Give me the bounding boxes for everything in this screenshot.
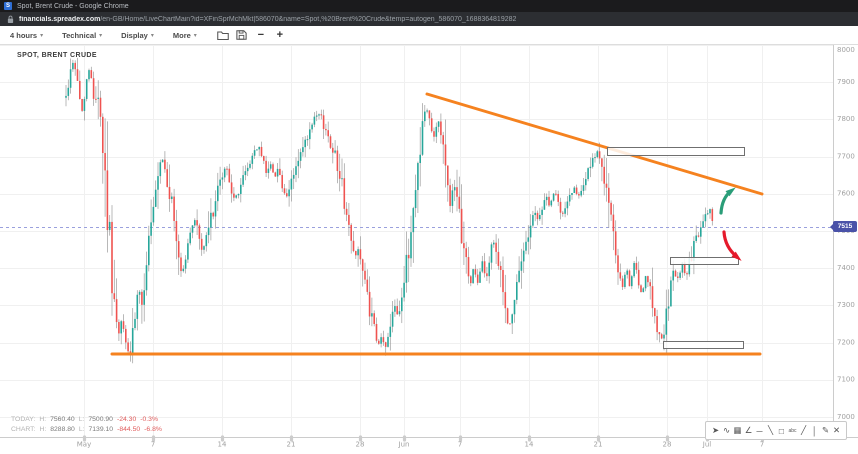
window-titlebar: S Spot, Brent Crude - Google Chrome (0, 0, 858, 12)
menu-label: Display (121, 30, 148, 40)
address-bar[interactable]: financials.spreadex.com/en-GB/Home/LiveC… (0, 12, 858, 26)
chart-change: -844.50 (117, 425, 141, 433)
menu-label: Technical (62, 30, 97, 40)
horizontal-line-tool[interactable]: ─ (756, 425, 763, 436)
today-change: -24.30 (116, 416, 137, 423)
chart-label: CHART: (11, 425, 36, 433)
today-low-value: 7500.90 (88, 416, 113, 423)
current-price-tag: 7515 (830, 221, 857, 232)
delete-tool[interactable]: ✕ (832, 425, 841, 435)
menu-more[interactable]: More ▾ (173, 31, 197, 40)
chart-low-label: L: (78, 425, 85, 433)
today-label: TODAY: (11, 416, 36, 423)
today-change-pct: -0.3% (140, 416, 158, 423)
wave-tool[interactable]: ∿ (722, 425, 731, 435)
menu-label: 4 hours (10, 30, 38, 40)
chart-area: SPOT, BRENT CRUDE 7515 TODAY: H: 7560.40 L:… (0, 45, 858, 454)
chevron-down-icon: ▾ (99, 32, 103, 39)
brush-tool[interactable]: ✎ (821, 425, 830, 435)
lock-icon (7, 15, 14, 23)
chart-info-row: CHART: H: 8288.80 L: 7139.10 -844.50 -6.8% (11, 425, 166, 435)
toolbar-menus: 4 hours ▾ Technical ▾ Display ▾ More ▾ (10, 31, 216, 40)
menu-display[interactable]: Display ▾ (121, 31, 154, 40)
zoom-in-button[interactable]: + (273, 28, 287, 42)
minus-icon: − (257, 29, 265, 41)
chart-change-pct: -6.8% (144, 425, 162, 433)
url-text[interactable]: financials.spreadex.com/en-GB/Home/LiveC… (19, 16, 516, 23)
save-chart-button[interactable] (235, 28, 249, 42)
menu-technical[interactable]: Technical ▾ (62, 31, 102, 40)
chart-toolbar: 4 hours ▾ Technical ▾ Display ▾ More ▾ − + (0, 26, 858, 45)
today-high-value: 7560.40 (50, 416, 75, 423)
chevron-down-icon: ▾ (193, 32, 197, 39)
zoom-out-button[interactable]: − (254, 28, 268, 42)
url-domain: financials.spreadex.com (19, 15, 101, 23)
chart-low-value: 7139.10 (88, 425, 114, 433)
vertical-line-tool[interactable]: │ (811, 425, 818, 436)
fib-grid-tool[interactable]: ▦ (733, 425, 742, 435)
today-low-label: L: (78, 416, 85, 423)
menu-label: More (172, 30, 191, 40)
drawing-toolbar: ➤ ∿ ▦ ∠ ─ ╲ □ abc ╱ │ ✎ ✕ (705, 421, 847, 440)
price-chart-canvas[interactable] (0, 45, 858, 454)
window-title: Spot, Brent Crude - Google Chrome (17, 2, 129, 10)
menu-4-hours[interactable]: 4 hours ▾ (10, 31, 43, 40)
text-tool[interactable]: abc (788, 427, 797, 434)
today-high-label: H: (39, 416, 47, 423)
open-chart-button[interactable] (216, 28, 230, 42)
symbol-label: SPOT, BRENT CRUDE (17, 52, 97, 59)
cursor-tool[interactable]: ➤ (711, 425, 720, 435)
ray-tool[interactable]: ╱ (800, 425, 807, 435)
spreadex-favicon: S (4, 2, 12, 10)
today-info-row: TODAY: H: 7560.40 L: 7500.90 -24.30 -0.3% (11, 415, 166, 425)
trendline-tool[interactable]: ╲ (767, 425, 774, 435)
plus-icon: + (276, 29, 284, 41)
save-icon (236, 30, 247, 40)
ohlc-info: TODAY: H: 7560.40 L: 7500.90 -24.30 -0.3% CHAR… (11, 415, 166, 434)
folder-icon (217, 31, 229, 40)
pitchfork-tool[interactable]: ∠ (744, 425, 753, 435)
chart-high-label: H: (39, 425, 47, 433)
rectangle-tool[interactable]: □ (778, 425, 785, 436)
chart-high-value: 8288.80 (50, 425, 75, 433)
url-path: /en-GB/Home/LiveChartMain?id=XFinSprMchM… (100, 15, 517, 23)
chevron-down-icon: ▾ (40, 32, 44, 39)
chevron-down-icon: ▾ (150, 32, 154, 39)
